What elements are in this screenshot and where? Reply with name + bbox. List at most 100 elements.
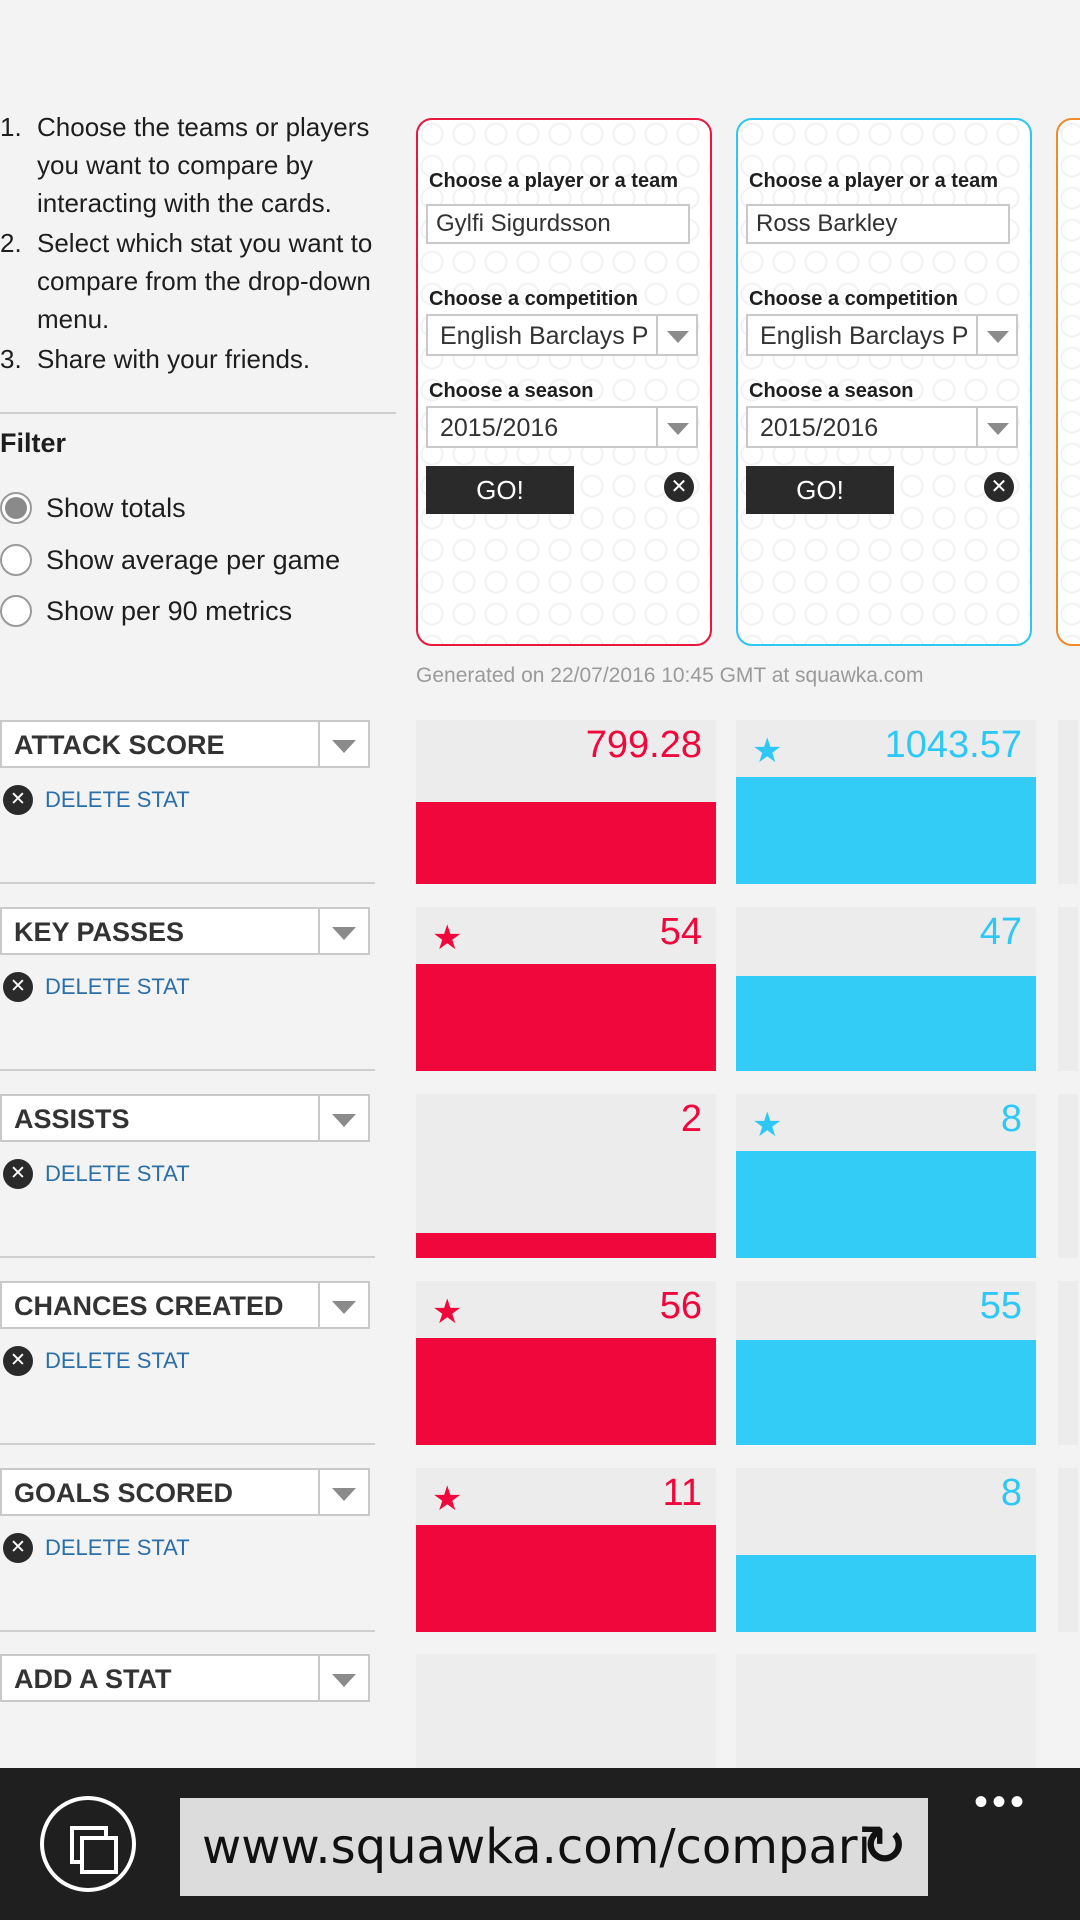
star-icon: ★ [752, 732, 783, 770]
red-stat-bar [416, 964, 716, 1071]
filter-title: Filter [0, 428, 67, 458]
red-stat-bar [416, 802, 716, 884]
stat-panel-edge [1058, 1468, 1078, 1632]
stat-panel-edge [1058, 1094, 1078, 1258]
divider [0, 1630, 375, 1632]
instructions-list: 1. Choose the teams or players you want t… [0, 108, 395, 380]
more-options-icon[interactable]: ••• [974, 1780, 1029, 1824]
empty-panel [416, 1654, 716, 1768]
chevron-down-icon[interactable] [318, 1283, 368, 1327]
stat-value: 55 [979, 1285, 1022, 1327]
stat-select[interactable]: GOALS SCORED [0, 1468, 370, 1516]
chevron-down-icon[interactable] [318, 1470, 368, 1514]
add-stat-select[interactable]: ADD A STAT [0, 1654, 370, 1702]
close-icon[interactable]: ✕ [3, 972, 33, 1002]
season-label: Choose a season [429, 380, 594, 402]
filter-option-per-90[interactable]: Show per 90 metrics [0, 591, 292, 631]
close-icon[interactable]: ✕ [3, 1533, 33, 1563]
competition-select[interactable]: English Barclays P [746, 314, 1018, 356]
tabs-icon[interactable] [40, 1796, 136, 1892]
season-select[interactable]: 2015/2016 [426, 406, 698, 448]
refresh-icon[interactable]: ↻ [861, 1816, 907, 1876]
competition-label: Choose a competition [749, 288, 958, 310]
blue-stat-panel: 8 ★ [736, 1094, 1036, 1258]
stat-select[interactable]: CHANCES CREATED [0, 1281, 370, 1329]
player-card-2: Choose a player or a team Ross Barkley C… [736, 118, 1032, 646]
stat-value: 11 [662, 1472, 702, 1514]
delete-stat-link[interactable]: ✕ DELETE STAT [3, 971, 190, 1003]
filter-option-show-totals[interactable]: Show totals [0, 488, 186, 528]
chevron-down-icon[interactable] [318, 1656, 368, 1700]
player-input[interactable]: Gylfi Sigurdsson [426, 204, 690, 244]
delete-stat-link[interactable]: ✕ DELETE STAT [3, 1345, 190, 1377]
stat-panel-edge [1058, 1281, 1078, 1445]
star-icon: ★ [432, 1480, 463, 1518]
star-icon: ★ [432, 1293, 463, 1331]
stat-panel-edge [1058, 720, 1078, 884]
go-button[interactable]: GO! [746, 466, 894, 514]
red-stat-panel: 799.28 [416, 720, 716, 884]
star-icon: ★ [752, 1106, 783, 1144]
red-stat-panel: 11 ★ [416, 1468, 716, 1632]
stat-value: 1043.57 [884, 724, 1022, 766]
divider [0, 1256, 375, 1258]
chevron-down-icon[interactable] [656, 408, 696, 446]
instruction-item: 3. Share with your friends. [0, 344, 311, 374]
stat-value: 47 [979, 911, 1022, 953]
stat-value: 8 [1000, 1098, 1022, 1140]
star-icon: ★ [432, 919, 463, 957]
stat-value: 2 [680, 1098, 702, 1140]
player-card-3[interactable] [1056, 118, 1080, 646]
address-bar[interactable]: www.squawka.com/compari [180, 1798, 928, 1896]
chevron-down-icon[interactable] [318, 722, 368, 766]
blue-stat-bar [736, 1340, 1036, 1445]
delete-stat-link[interactable]: ✕ DELETE STAT [3, 1158, 190, 1190]
radio-icon[interactable] [0, 544, 32, 576]
blue-stat-bar [736, 976, 1036, 1071]
red-stat-panel: 2 [416, 1094, 716, 1258]
chevron-down-icon[interactable] [976, 408, 1016, 446]
player-input[interactable]: Ross Barkley [746, 204, 1010, 244]
divider [0, 1443, 375, 1445]
competition-label: Choose a competition [429, 288, 638, 310]
instruction-item: 1. Choose the teams or players you want t… [0, 112, 370, 218]
delete-stat-link[interactable]: ✕ DELETE STAT [3, 784, 190, 816]
close-icon[interactable]: ✕ [3, 785, 33, 815]
stat-select[interactable]: ATTACK SCORE [0, 720, 370, 768]
stat-panel-edge [1058, 907, 1078, 1071]
player-card-1: Choose a player or a team Gylfi Sigurdss… [416, 118, 712, 646]
red-stat-bar [416, 1233, 716, 1258]
red-stat-panel: 56 ★ [416, 1281, 716, 1445]
blue-stat-bar [736, 1555, 1036, 1632]
player-label: Choose a player or a team [749, 170, 998, 192]
competition-select[interactable]: English Barclays P [426, 314, 698, 356]
season-select[interactable]: 2015/2016 [746, 406, 1018, 448]
blue-stat-bar [736, 1151, 1036, 1258]
stat-select[interactable]: ASSISTS [0, 1094, 370, 1142]
divider [0, 882, 375, 884]
red-stat-bar [416, 1525, 716, 1632]
stat-value: 54 [659, 911, 702, 953]
chevron-down-icon[interactable] [976, 316, 1016, 354]
blue-stat-panel: 1043.57 ★ [736, 720, 1036, 884]
stat-value: 56 [659, 1285, 702, 1327]
blue-stat-bar [736, 777, 1036, 884]
filter-option-average-per-game[interactable]: Show average per game [0, 540, 340, 580]
go-button[interactable]: GO! [426, 466, 574, 514]
instruction-item: 2. Select which stat you want to compare … [0, 228, 373, 334]
stat-select[interactable]: KEY PASSES [0, 907, 370, 955]
radio-checked-icon[interactable] [0, 492, 32, 524]
radio-icon[interactable] [0, 595, 32, 627]
close-icon[interactable]: ✕ [664, 472, 694, 502]
empty-panel [736, 1654, 1036, 1768]
red-stat-bar [416, 1338, 716, 1445]
delete-stat-link[interactable]: ✕ DELETE STAT [3, 1532, 190, 1564]
close-icon[interactable]: ✕ [984, 472, 1014, 502]
blue-stat-panel: 8 [736, 1468, 1036, 1632]
chevron-down-icon[interactable] [656, 316, 696, 354]
close-icon[interactable]: ✕ [3, 1159, 33, 1189]
generated-timestamp: Generated on 22/07/2016 10:45 GMT at squ… [416, 664, 924, 687]
chevron-down-icon[interactable] [318, 909, 368, 953]
chevron-down-icon[interactable] [318, 1096, 368, 1140]
close-icon[interactable]: ✕ [3, 1346, 33, 1376]
